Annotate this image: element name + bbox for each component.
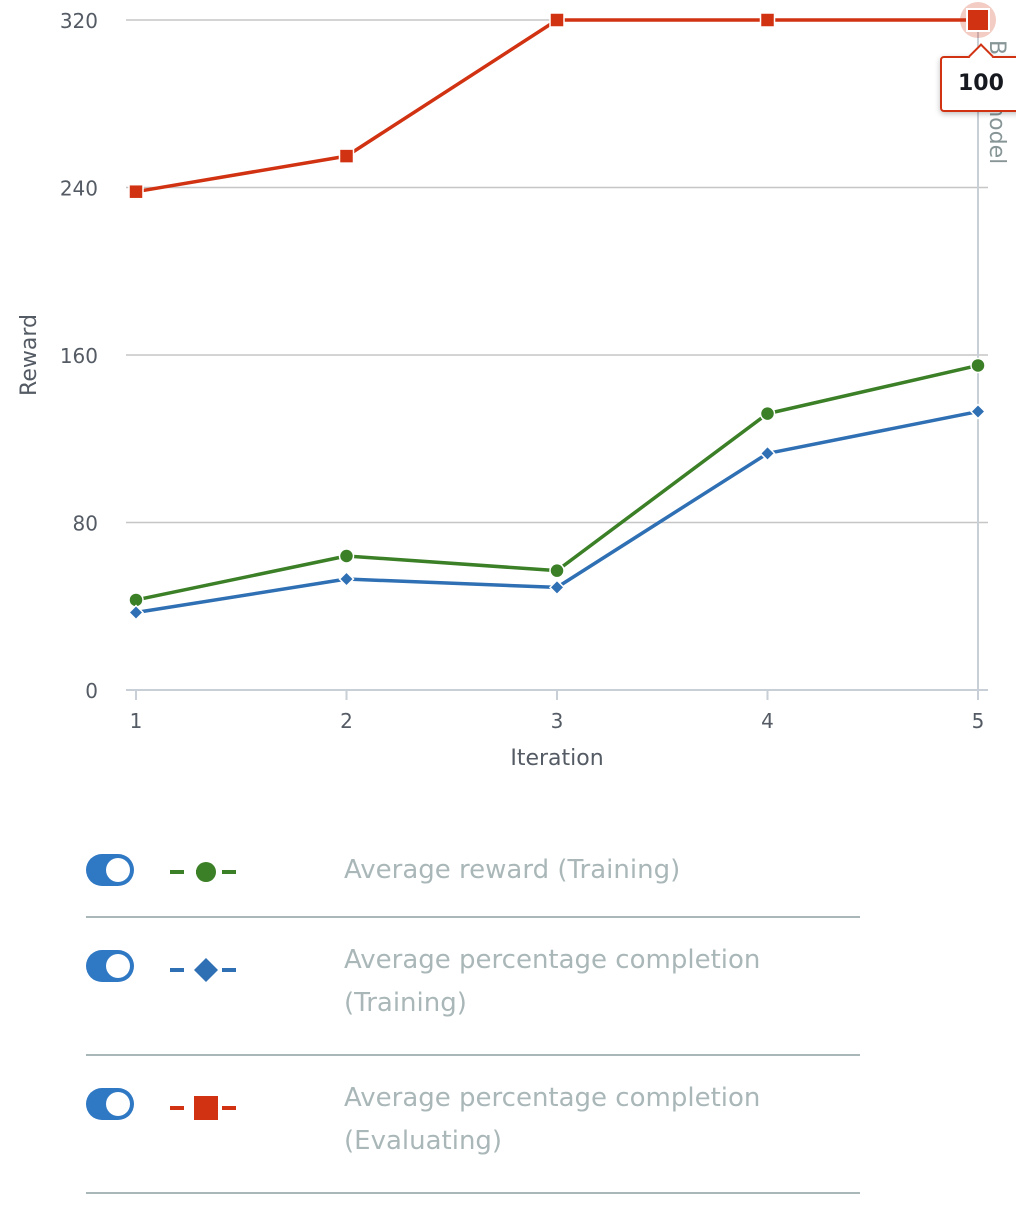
data-point [549,12,565,28]
legend-label: Average percentage completion (Evaluatin… [344,1083,761,1156]
tooltip-value: 100 [958,71,1004,96]
line-circle-icon [170,862,242,882]
toggle-knob [106,1092,130,1116]
x-axis: 1 2 3 4 5 [126,689,988,733]
data-point [127,604,145,621]
grid-lines [126,19,988,524]
y-tick-label: 160 [60,344,98,368]
data-point [969,403,987,420]
legend-label: Average percentage completion (Training) [344,945,761,1018]
legend-item-average-percentage-completion-evaluating: Average percentage completion (Evaluatin… [86,1056,860,1194]
legend: Average reward (Training) Average percen… [86,822,860,1194]
data-point [759,445,776,462]
y-tick-label: 0 [85,679,98,703]
y-axis-title: Reward [17,314,42,396]
tooltip: 100 [940,43,1016,112]
data-point [970,357,986,374]
legend-item-average-reward-training: Average reward (Training) [86,822,860,918]
data-point [759,12,776,28]
data-point [548,579,566,596]
toggle-average-percentage-completion-evaluating[interactable] [86,1088,134,1120]
data-point [759,405,776,422]
toggle-average-percentage-completion-training[interactable] [86,950,134,982]
x-tick-label: 3 [551,709,564,733]
x-tick-label: 1 [130,709,143,733]
data-point [338,548,355,564]
y-tick-label: 80 [73,512,98,536]
data-point [338,570,355,588]
data-point [549,562,565,579]
data-point [128,183,144,200]
toggle-average-reward-training[interactable] [86,854,134,886]
legend-item-average-percentage-completion-training: Average percentage completion (Training) [86,918,860,1056]
toggle-knob [106,954,130,978]
series-line [135,18,978,194]
legend-label: Average reward (Training) [344,855,681,885]
series-layer [127,2,996,621]
toggle-knob [106,858,130,882]
line-square-icon [170,1096,242,1120]
line-diamond-icon [170,958,242,982]
y-tick-label: 240 [60,177,98,201]
x-tick-label: 4 [761,709,774,733]
y-axis: 0 80 160 240 320 [60,9,98,703]
y-tick-label: 320 [60,9,98,33]
data-point [338,148,355,164]
x-tick-label: 2 [340,709,353,733]
hovered-point [966,8,990,32]
x-tick-label: 5 [972,709,985,733]
x-axis-title: Iteration [510,746,603,771]
